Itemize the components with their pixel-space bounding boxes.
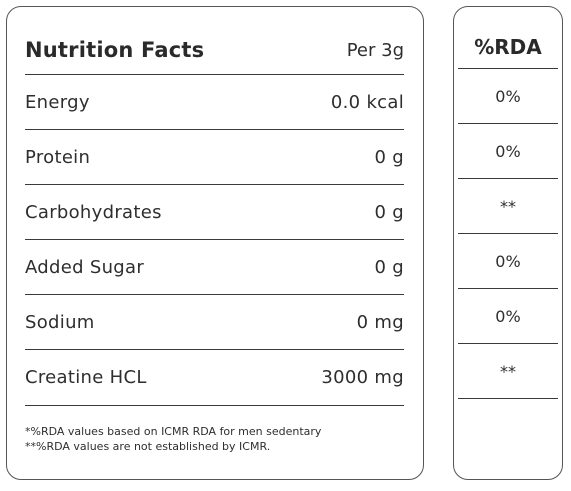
- nutrient-value: 0.0 kcal: [330, 91, 404, 113]
- nutrient-name: Sodium: [25, 311, 95, 333]
- nutrient-name: Energy: [25, 91, 90, 113]
- nutrient-row-added-sugar: Added Sugar 0 g: [25, 240, 404, 295]
- nutrition-facts-title: Nutrition Facts: [25, 38, 205, 62]
- nutrient-name: Creatine HCL: [25, 367, 147, 388]
- footnote-rda-not-established: **%RDA values are not established by ICM…: [25, 440, 271, 453]
- nutrition-facts-panel: Nutrition Facts Per 3g Energy 0.0 kcal P…: [6, 6, 424, 480]
- footnotes: *%RDA values based on ICMR RDA for men s…: [25, 424, 405, 454]
- nutrient-value: 0 g: [374, 201, 404, 223]
- serving-size-label: Per 3g: [346, 39, 404, 61]
- nutrient-value: 0 mg: [356, 311, 404, 333]
- rda-value-carbohydrates: **: [458, 179, 558, 234]
- rda-panel: %RDA 0% 0% ** 0% 0% **: [453, 6, 563, 480]
- rda-value-energy: 0%: [458, 69, 558, 124]
- nutrient-row-energy: Energy 0.0 kcal: [25, 75, 404, 130]
- rda-value-added-sugar: 0%: [458, 234, 558, 289]
- nutrient-row-sodium: Sodium 0 mg: [25, 295, 404, 350]
- nutrient-row-creatine-hcl: Creatine HCL 3000 mg: [25, 350, 404, 406]
- rda-value-protein: 0%: [458, 124, 558, 179]
- rda-header: %RDA: [458, 26, 558, 69]
- nutrient-value: 3000 mg: [321, 367, 404, 388]
- nutrition-facts-header: Nutrition Facts Per 3g: [25, 26, 404, 75]
- nutrient-name: Protein: [25, 146, 91, 168]
- rda-value-sodium: 0%: [458, 289, 558, 344]
- footnote-rda-basis: *%RDA values based on ICMR RDA for men s…: [25, 425, 322, 438]
- nutrient-name: Carbohydrates: [25, 201, 162, 223]
- rda-value-creatine-hcl: **: [458, 344, 558, 399]
- nutrient-row-carbohydrates: Carbohydrates 0 g: [25, 185, 404, 240]
- nutrient-row-protein: Protein 0 g: [25, 130, 404, 185]
- nutrient-value: 0 g: [374, 256, 404, 278]
- nutrient-value: 0 g: [374, 146, 404, 168]
- nutrient-name: Added Sugar: [25, 256, 145, 278]
